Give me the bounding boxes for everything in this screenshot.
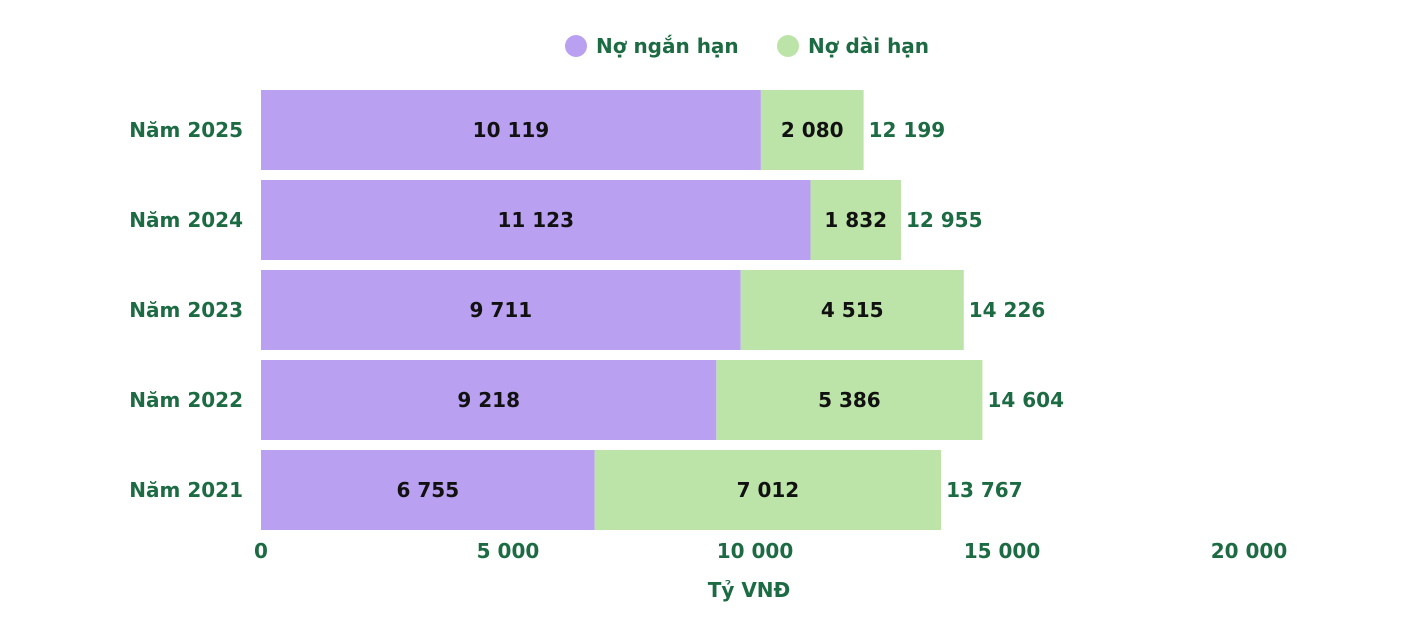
bar-segment — [760, 90, 864, 170]
bar-segment — [594, 450, 942, 530]
x-tick-label: 0 — [254, 539, 268, 563]
bar-segment — [716, 360, 983, 440]
data-label: 1 832 — [824, 208, 887, 232]
legend-swatch — [777, 35, 799, 57]
x-tick-label: 10 000 — [717, 539, 794, 563]
x-axis-label: Tỷ VNĐ — [708, 578, 791, 602]
category-label: Năm 2022 — [129, 388, 243, 412]
data-label: 6 755 — [397, 478, 460, 502]
legend-swatch — [565, 35, 587, 57]
category-label: Năm 2021 — [129, 478, 243, 502]
category-label: Năm 2025 — [129, 118, 243, 142]
total-label: 14 226 — [969, 298, 1046, 322]
category-label: Năm 2024 — [129, 208, 243, 232]
bar-segment — [261, 270, 741, 350]
x-tick-label: 15 000 — [964, 539, 1041, 563]
bar-segment — [261, 360, 717, 440]
bar-segment — [261, 450, 595, 530]
data-label: 11 123 — [497, 208, 574, 232]
legend-label: Nợ ngắn hạn — [596, 34, 739, 58]
data-label: 5 386 — [818, 388, 881, 412]
x-tick-label: 5 000 — [477, 539, 540, 563]
legend-label: Nợ dài hạn — [808, 34, 929, 58]
bar-segment — [261, 90, 761, 170]
total-label: 12 955 — [906, 208, 983, 232]
bar-segment — [810, 180, 901, 260]
total-label: 13 767 — [946, 478, 1023, 502]
data-label: 10 119 — [473, 118, 550, 142]
category-label: Năm 2023 — [129, 298, 243, 322]
total-label: 12 199 — [869, 118, 946, 142]
data-label: 4 515 — [821, 298, 884, 322]
data-label: 7 012 — [737, 478, 800, 502]
data-label: 2 080 — [781, 118, 844, 142]
bar-segment — [261, 180, 811, 260]
data-label: 9 218 — [457, 388, 520, 412]
data-label: 9 711 — [470, 298, 533, 322]
x-tick-label: 20 000 — [1211, 539, 1288, 563]
bar-segment — [740, 270, 964, 350]
total-label: 14 604 — [987, 388, 1064, 412]
